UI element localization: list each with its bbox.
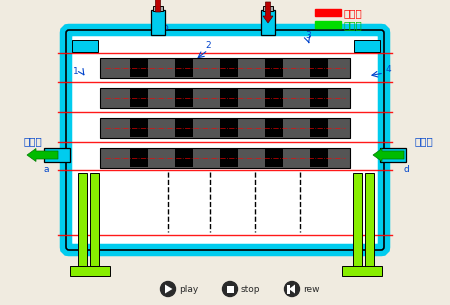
- Text: stop: stop: [241, 285, 261, 293]
- Bar: [78, 173, 87, 268]
- Text: 2: 2: [205, 41, 211, 51]
- Bar: [315, 9, 341, 16]
- Bar: [220, 89, 238, 107]
- Bar: [44, 148, 70, 162]
- Text: b: b: [162, 23, 168, 33]
- Text: 冷却水: 冷却水: [344, 20, 363, 30]
- Text: 液压油: 液压油: [344, 8, 363, 18]
- Bar: [153, 6, 163, 11]
- Bar: [130, 119, 148, 137]
- Bar: [310, 119, 328, 137]
- Bar: [265, 89, 283, 107]
- Bar: [100, 148, 350, 168]
- Bar: [100, 88, 350, 108]
- Text: play: play: [179, 285, 198, 293]
- FancyBboxPatch shape: [64, 28, 386, 252]
- Text: c: c: [272, 23, 277, 33]
- FancyArrow shape: [27, 149, 58, 162]
- Bar: [175, 149, 193, 167]
- Bar: [265, 119, 283, 137]
- Text: 4: 4: [386, 66, 391, 74]
- Bar: [90, 173, 99, 268]
- FancyArrow shape: [373, 149, 404, 162]
- Bar: [100, 58, 350, 78]
- Bar: [310, 89, 328, 107]
- Bar: [226, 285, 234, 292]
- Bar: [70, 266, 110, 276]
- Text: 出水口: 出水口: [23, 136, 42, 146]
- Bar: [175, 119, 193, 137]
- Bar: [175, 89, 193, 107]
- Text: 3: 3: [305, 31, 311, 41]
- Bar: [220, 59, 238, 77]
- Bar: [265, 59, 283, 77]
- Bar: [220, 149, 238, 167]
- Bar: [310, 59, 328, 77]
- Bar: [261, 10, 275, 35]
- Bar: [220, 119, 238, 137]
- Bar: [265, 149, 283, 167]
- Text: d: d: [403, 164, 409, 174]
- Text: rew: rew: [303, 285, 320, 293]
- FancyArrow shape: [153, 0, 163, 12]
- Bar: [315, 21, 341, 28]
- Bar: [380, 148, 406, 162]
- Bar: [354, 40, 380, 52]
- Bar: [342, 266, 382, 276]
- Bar: [353, 173, 362, 268]
- Polygon shape: [289, 285, 295, 293]
- Bar: [151, 10, 165, 35]
- Text: 水进口: 水进口: [414, 136, 433, 146]
- FancyArrow shape: [263, 2, 273, 23]
- Circle shape: [222, 282, 238, 296]
- Circle shape: [161, 282, 176, 296]
- Bar: [130, 89, 148, 107]
- Bar: [287, 285, 289, 293]
- Circle shape: [284, 282, 300, 296]
- Bar: [130, 59, 148, 77]
- Bar: [130, 149, 148, 167]
- Text: a: a: [43, 164, 49, 174]
- Bar: [175, 59, 193, 77]
- Bar: [100, 118, 350, 138]
- Bar: [72, 40, 98, 52]
- Polygon shape: [165, 285, 172, 293]
- Bar: [310, 149, 328, 167]
- Bar: [263, 6, 273, 11]
- Text: 1: 1: [73, 67, 79, 77]
- Bar: [365, 173, 374, 268]
